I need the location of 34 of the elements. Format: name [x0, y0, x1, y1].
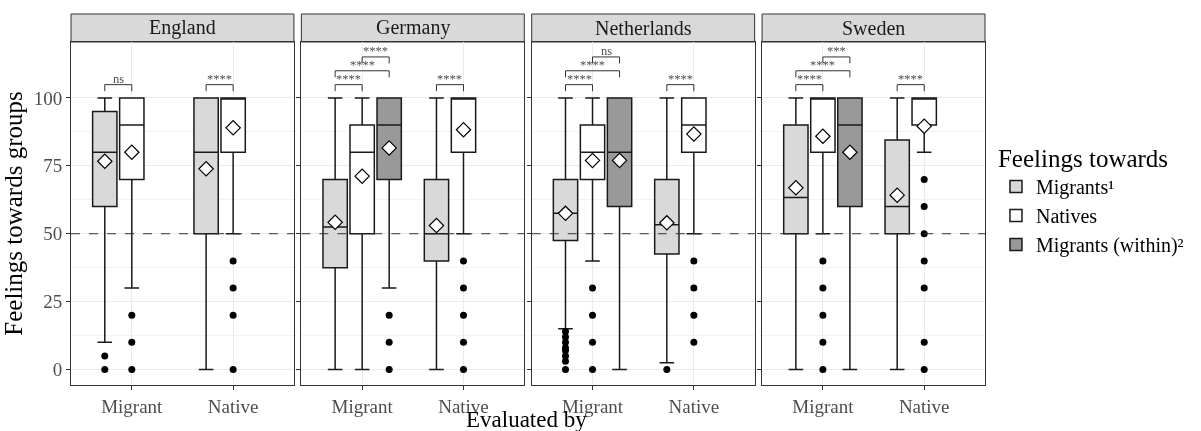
x-tick-label: Native — [207, 395, 259, 417]
annotation: **** — [207, 72, 232, 86]
x-tick-label: Migrant — [331, 395, 394, 417]
annotation: **** — [810, 58, 835, 72]
annotation: **** — [668, 72, 693, 86]
annotation: **** — [350, 58, 375, 72]
x-tick-label: Native — [668, 395, 720, 417]
chart-title: Netherlands — [595, 17, 692, 39]
y-axis-title: Feelings towards groups — [0, 91, 27, 336]
legend-label: Migrants (within)² — [1035, 234, 1184, 258]
chart-title: Sweden — [842, 17, 906, 39]
x-tick-label: Native — [898, 395, 950, 417]
legend-label: Natives — [1035, 205, 1098, 228]
annotation: **** — [336, 72, 361, 86]
annotation: **** — [437, 72, 462, 86]
chart-title: England — [149, 16, 216, 39]
annotation: ns — [113, 72, 125, 86]
y-tick-label: 100 — [33, 87, 63, 109]
annotation: **** — [898, 72, 923, 86]
x-tick-label: Migrant — [792, 395, 855, 417]
y-tick-label: 75 — [43, 155, 63, 177]
legend-title: Feelings towards — [997, 145, 1169, 172]
annotation: **** — [363, 44, 388, 58]
annotation: **** — [797, 72, 822, 86]
y-tick-label: 50 — [43, 223, 63, 245]
legend-label: Migrants¹ — [1035, 176, 1115, 200]
annotation: **** — [580, 58, 605, 72]
annotation: **** — [567, 72, 592, 86]
y-tick-label: 25 — [43, 291, 63, 313]
annotation: *** — [827, 44, 846, 58]
chart-title: Germany — [376, 16, 451, 39]
y-tick-label: 0 — [52, 359, 63, 381]
x-tick-label: Migrant — [101, 395, 164, 417]
annotation: ns — [601, 44, 613, 58]
